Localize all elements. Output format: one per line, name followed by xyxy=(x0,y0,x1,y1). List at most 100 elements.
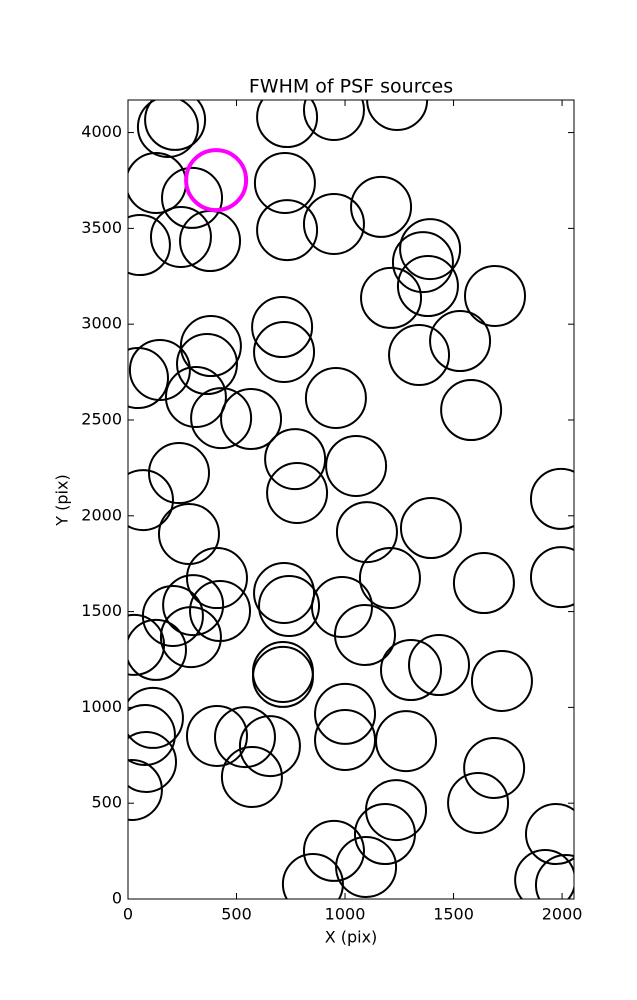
source-circle xyxy=(304,366,367,429)
source-circle xyxy=(258,575,321,638)
source-circle xyxy=(447,772,510,835)
source-circle xyxy=(335,501,398,564)
y-tick-label: 500 xyxy=(91,793,122,812)
source-circle xyxy=(251,296,314,359)
source-circle xyxy=(524,803,574,866)
source-circle xyxy=(179,315,242,378)
source-circle xyxy=(256,100,319,149)
source-circle xyxy=(159,606,222,669)
x-tick-label: 500 xyxy=(221,905,252,924)
x-tick-label: 1500 xyxy=(433,905,474,924)
source-circle xyxy=(529,546,574,609)
source-circle xyxy=(238,715,301,778)
source-circle xyxy=(360,266,423,329)
plot-area xyxy=(128,100,574,899)
source-circle xyxy=(366,100,429,131)
source-circle xyxy=(128,686,184,749)
y-axis-label: Y (pix) xyxy=(53,474,72,526)
source-circle xyxy=(128,613,166,676)
source-circle xyxy=(185,704,248,767)
source-circle xyxy=(144,100,207,151)
source-circle xyxy=(391,231,454,294)
source-circle xyxy=(148,442,211,505)
y-tick-label: 4000 xyxy=(81,122,122,141)
source-circle xyxy=(128,214,171,277)
source-circle xyxy=(534,854,574,899)
source-circle xyxy=(128,151,187,214)
y-tick-label: 2500 xyxy=(81,409,122,428)
y-tick-label: 2000 xyxy=(81,505,122,524)
source-circle xyxy=(325,434,388,497)
source-circle xyxy=(220,388,283,451)
y-tick-label: 3500 xyxy=(81,218,122,237)
source-circle xyxy=(157,502,220,565)
source-circle xyxy=(253,320,316,383)
x-tick-label: 0 xyxy=(123,905,133,924)
source-circle xyxy=(128,618,187,681)
source-circle xyxy=(399,497,462,560)
source-circle xyxy=(388,324,451,387)
source-circle xyxy=(184,148,249,213)
source-circle xyxy=(220,745,283,808)
source-circle xyxy=(128,347,169,410)
source-circle xyxy=(128,758,163,821)
source-circle xyxy=(251,645,314,708)
y-tick-label: 1000 xyxy=(81,697,122,716)
source-circle xyxy=(164,365,227,428)
source-circle xyxy=(429,310,492,373)
source-circle xyxy=(256,199,319,262)
x-tick-label: 2000 xyxy=(542,905,583,924)
source-circle xyxy=(253,562,316,625)
source-circle xyxy=(452,552,515,615)
source-circle xyxy=(141,584,204,647)
source-circle xyxy=(128,731,178,793)
x-tick-label: 1000 xyxy=(325,905,366,924)
source-circle xyxy=(264,428,327,491)
source-circle xyxy=(302,100,365,141)
source-circle xyxy=(358,547,421,610)
source-circle xyxy=(440,379,503,442)
x-axis-label: X (pix) xyxy=(325,928,378,947)
source-circle xyxy=(375,710,438,773)
source-circle xyxy=(266,461,329,524)
source-circle xyxy=(136,100,199,159)
source-circle xyxy=(302,819,365,882)
source-circle xyxy=(314,682,377,745)
source-circle xyxy=(128,469,174,532)
source-circle xyxy=(333,603,396,666)
chart-title: FWHM of PSF sources xyxy=(249,76,453,98)
source-circle xyxy=(302,192,365,255)
y-tick-label: 0 xyxy=(112,889,122,908)
source-circle xyxy=(162,574,225,637)
source-circle xyxy=(175,333,238,396)
source-circle xyxy=(281,853,344,899)
source-circle xyxy=(251,640,314,703)
source-circle xyxy=(310,575,373,638)
source-circle xyxy=(350,175,413,238)
source-circle xyxy=(464,265,527,328)
source-circle xyxy=(185,547,248,610)
source-circle xyxy=(380,639,443,702)
axes-frame xyxy=(127,99,575,900)
source-circle xyxy=(470,649,533,712)
source-circle xyxy=(149,205,212,268)
source-circle xyxy=(128,338,191,401)
source-circle xyxy=(365,779,428,842)
source-circle xyxy=(408,634,471,697)
source-circle xyxy=(514,849,574,899)
source-circle xyxy=(213,706,276,769)
source-circle xyxy=(190,387,253,450)
source-circle xyxy=(529,467,574,530)
y-tick-label: 1500 xyxy=(81,601,122,620)
source-circle xyxy=(161,166,224,229)
source-circle xyxy=(399,218,462,281)
source-circle xyxy=(314,708,377,771)
source-circle xyxy=(396,255,459,318)
source-circle xyxy=(353,803,416,866)
source-circle xyxy=(253,151,316,214)
y-tick-label: 3000 xyxy=(81,314,122,333)
source-circle xyxy=(128,703,176,766)
source-circle xyxy=(335,836,398,899)
source-circle xyxy=(463,736,526,799)
